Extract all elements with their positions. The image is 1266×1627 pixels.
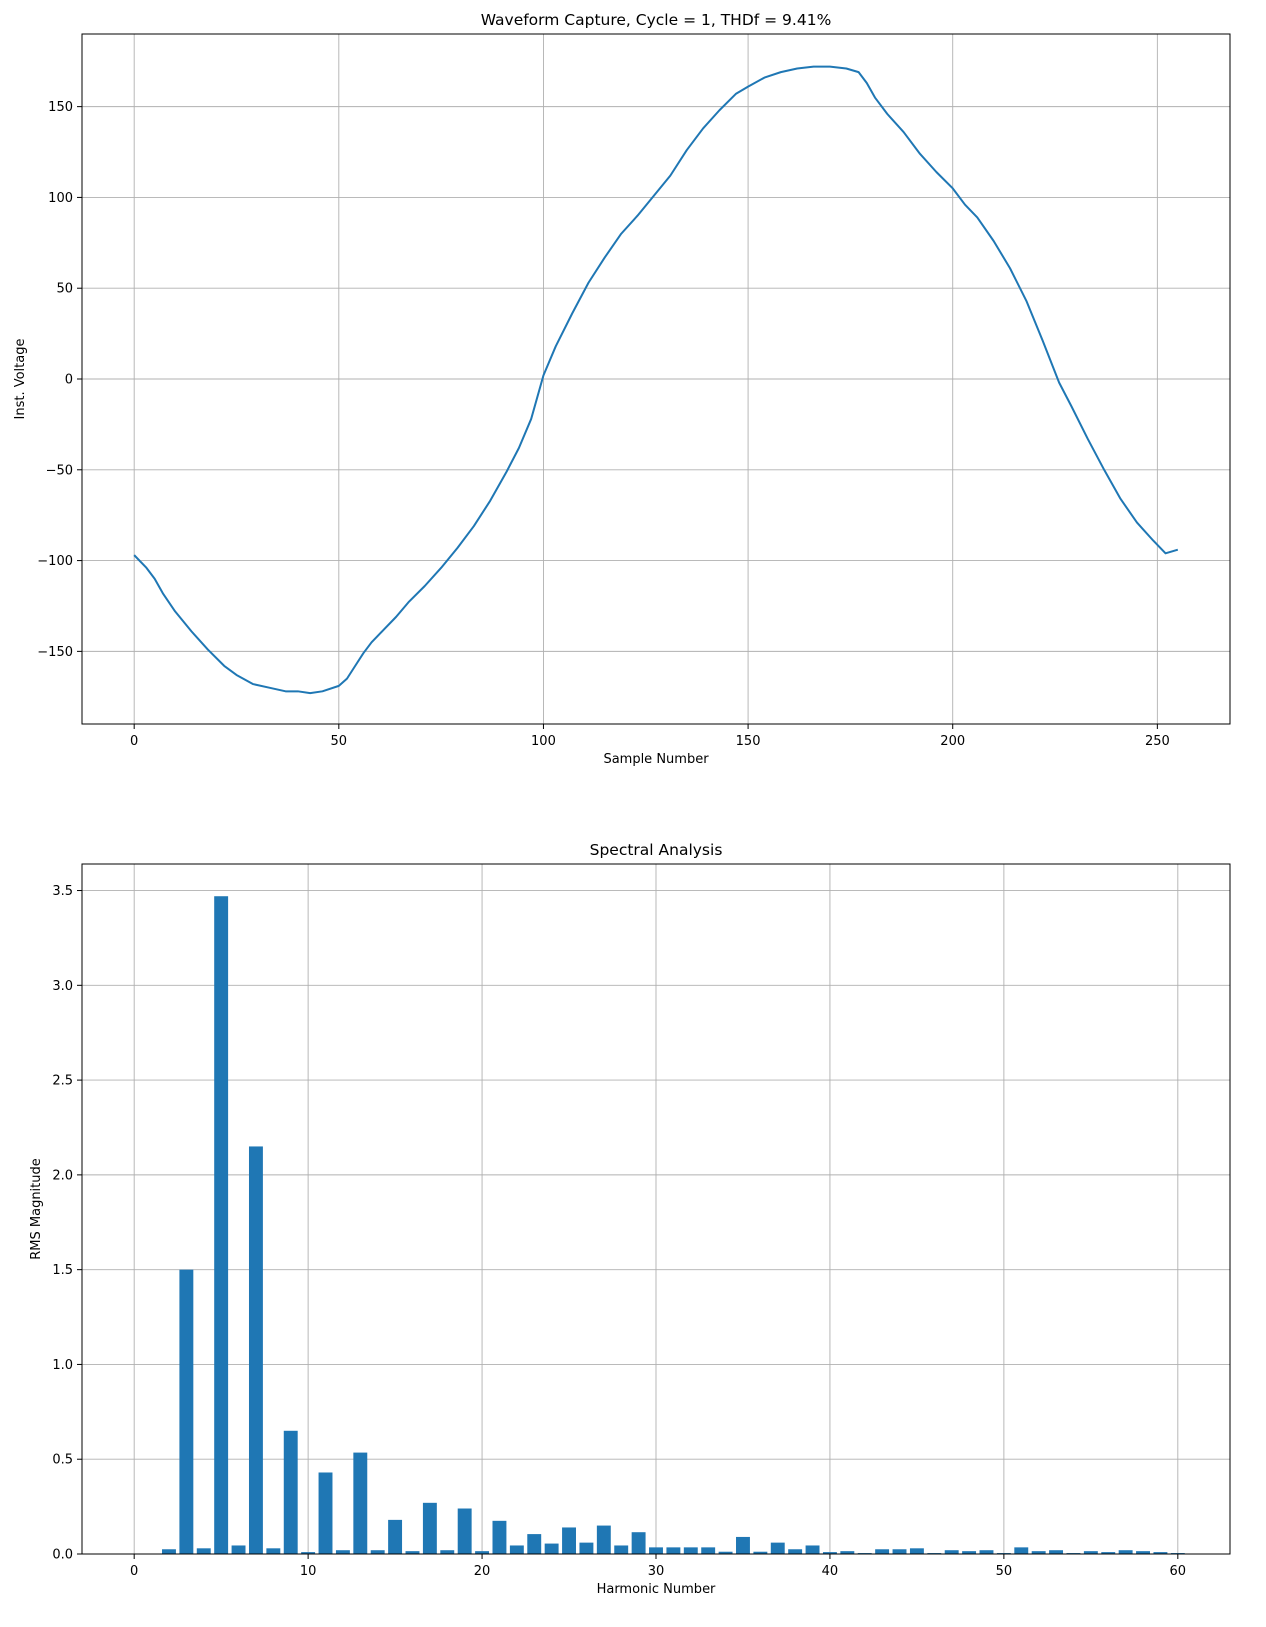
waveform-x-tick-label: 50 [331,734,348,749]
spectral-plot-area [162,896,1185,1554]
waveform-y-tick-label: 0 [65,373,73,388]
spectral-bar [196,1548,211,1554]
spectral-bar [614,1545,629,1554]
waveform-ticks: 0 50 100 150 200 250 −150 −100 −50 0 50 100 150 [37,100,1169,749]
spectral-bar [962,1551,977,1554]
spectral-bar [683,1547,698,1554]
spectral-bar [892,1549,907,1554]
spectral-bar [944,1550,959,1554]
spectral-bar [475,1551,490,1554]
spectral-y-tick-label: 3.5 [52,884,73,899]
spectral-bar [649,1547,663,1554]
spectral-bar [788,1549,803,1554]
waveform-y-tick-label: 50 [56,282,73,297]
waveform-y-tick-label: −50 [46,463,73,478]
spectral-bar [805,1545,820,1554]
spectral-x-tick-label: 10 [300,1564,317,1579]
spectral-chart: 0 10 20 30 40 50 60 0.0 0.5 1.0 1.5 2.0 2.5 3.0 3.5 Sp… [29,841,1231,1597]
spectral-bar [909,1548,924,1554]
waveform-series-line [133,65,1179,695]
spectral-bar [214,896,229,1554]
spectral-bar [1118,1550,1133,1554]
waveform-x-tick-label: 150 [736,734,761,749]
spectral-bar [718,1551,733,1554]
spectral-bar [631,1532,646,1554]
spectral-ticks: 0 10 20 30 40 50 60 0.0 0.5 1.0 1.5 2.0 2.5 3.0 3.5 [52,884,1186,1579]
waveform-x-tick-label: 250 [1145,734,1170,749]
spectral-x-axis-label: Harmonic Number [597,1582,716,1597]
waveform-y-tick-label: −150 [37,645,73,660]
spectral-bar [875,1549,890,1554]
waveform-y-axis-label: Inst. Voltage [13,339,28,420]
waveform-x-tick-label: 200 [940,734,965,749]
spectral-bar [422,1502,437,1554]
spectral-y-tick-label: 0.5 [52,1453,73,1468]
spectral-y-tick-label: 1.0 [52,1358,73,1373]
spectral-bar [492,1520,507,1554]
spectral-bar [701,1547,716,1554]
spectral-bar [231,1545,246,1554]
spectral-y-tick-label: 0.0 [52,1548,73,1563]
waveform-y-tick-label: 100 [48,191,73,206]
spectral-bar [370,1550,385,1554]
spectral-x-tick-label: 50 [996,1564,1013,1579]
spectral-bar [770,1542,785,1554]
spectral-bar [388,1519,403,1554]
spectral-bar [1014,1547,1029,1554]
spectral-y-axis-label: RMS Magnitude [29,1158,44,1260]
spectral-bar [283,1430,298,1554]
spectral-bar [405,1551,420,1554]
waveform-y-tick-label: 150 [48,100,73,115]
spectral-x-tick-label: 0 [130,1564,138,1579]
spectral-bar [440,1550,455,1554]
waveform-plot-area [133,65,1179,695]
spectral-chart-title: Spectral Analysis [590,841,723,859]
spectral-bar [509,1545,524,1554]
waveform-x-tick-label: 100 [531,734,556,749]
spectral-y-tick-label: 3.0 [52,979,73,994]
spectral-bar [1136,1551,1150,1554]
spectral-bar [301,1552,316,1554]
spectral-x-tick-label: 60 [1170,1564,1187,1579]
spectral-bar [457,1508,472,1554]
spectral-bar [562,1527,576,1554]
spectral-bar [1049,1550,1064,1554]
spectral-bar [1101,1552,1116,1554]
spectral-bar [753,1551,768,1554]
spectral-bar [353,1452,368,1554]
spectral-bar [579,1542,594,1554]
spectral-bar [1153,1552,1168,1554]
spectral-bar [544,1543,559,1554]
spectral-bar [822,1552,837,1554]
waveform-x-axis-label: Sample Number [603,752,709,767]
spectral-bar [162,1549,176,1554]
spectral-x-tick-label: 20 [474,1564,491,1579]
waveform-chart: 0 50 100 150 200 250 −150 −100 −50 0 50 100 150 Wave… [13,11,1231,767]
spectral-x-tick-label: 40 [822,1564,839,1579]
waveform-x-tick-label: 0 [130,734,138,749]
waveform-y-tick-label: −100 [37,554,73,569]
spectral-bar [1083,1551,1098,1554]
spectral-x-tick-label: 30 [648,1564,665,1579]
spectral-bar [979,1550,994,1554]
spectral-y-tick-label: 1.5 [52,1263,73,1278]
spectral-bar [179,1269,194,1554]
spectral-bar [666,1547,681,1554]
spectral-bar [596,1525,611,1554]
spectral-bar [335,1550,350,1554]
spectral-bar [527,1534,542,1554]
spectral-bar [736,1536,750,1554]
spectral-bar [248,1146,263,1554]
spectral-y-tick-label: 2.0 [52,1168,73,1183]
spectral-bar [266,1548,281,1554]
waveform-chart-title: Waveform Capture, Cycle = 1, THDf = 9.41… [481,11,832,29]
spectral-bar [318,1472,333,1554]
spectral-bar [1031,1551,1046,1554]
spectral-y-tick-label: 2.5 [52,1074,73,1089]
spectral-bar [840,1551,855,1554]
